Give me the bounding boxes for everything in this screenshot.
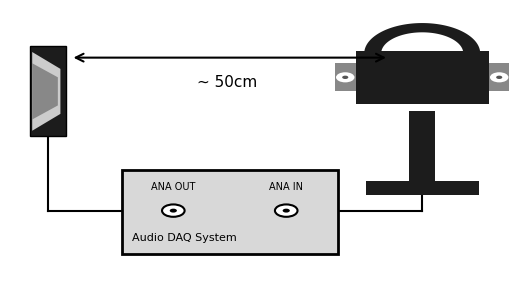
Circle shape: [496, 76, 502, 79]
FancyBboxPatch shape: [122, 170, 337, 254]
Polygon shape: [32, 52, 60, 131]
Circle shape: [490, 72, 508, 82]
Polygon shape: [356, 51, 489, 104]
Polygon shape: [489, 63, 509, 91]
Circle shape: [170, 209, 177, 213]
Text: ANA OUT: ANA OUT: [151, 182, 196, 192]
Text: ANA IN: ANA IN: [269, 182, 303, 192]
Text: ~ 50cm: ~ 50cm: [197, 76, 257, 90]
Polygon shape: [409, 111, 435, 181]
Polygon shape: [366, 181, 479, 195]
Text: Audio DAQ System: Audio DAQ System: [132, 233, 237, 243]
Circle shape: [162, 204, 185, 217]
Polygon shape: [335, 63, 356, 91]
Circle shape: [342, 76, 348, 79]
Polygon shape: [29, 46, 66, 136]
Polygon shape: [32, 63, 58, 120]
Circle shape: [336, 72, 354, 82]
Circle shape: [283, 209, 290, 213]
Polygon shape: [364, 23, 480, 53]
Circle shape: [275, 204, 298, 217]
